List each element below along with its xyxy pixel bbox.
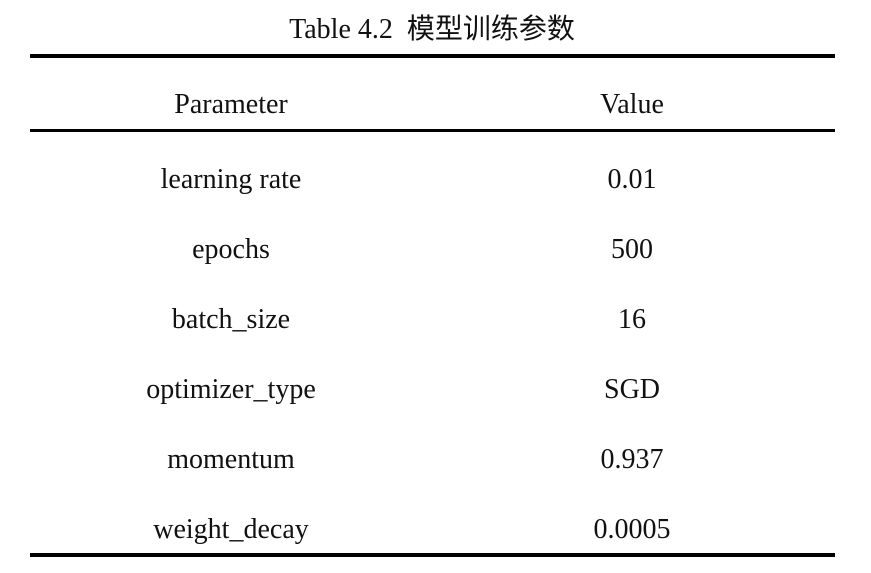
parameter-name: learning rate xyxy=(160,164,302,195)
parameter-name: batch_size xyxy=(171,304,291,335)
parameter-value: SGD xyxy=(603,374,661,405)
parameter-value: 500 xyxy=(611,234,653,265)
parameter-name: epochs xyxy=(192,234,270,265)
parameter-value: 0.0005 xyxy=(593,514,671,545)
header-rule xyxy=(30,129,835,132)
parameter-value: 16 xyxy=(618,304,646,335)
parameter-name: optimizer_type xyxy=(146,374,316,405)
bottom-rule xyxy=(30,553,835,557)
parameter-name: momentum xyxy=(167,444,295,475)
parameter-name: weight_decay xyxy=(153,514,309,545)
column-header: Parameter xyxy=(174,89,288,120)
top-rule xyxy=(30,54,835,58)
table-caption: Table 4.2 模型训练参数 xyxy=(289,14,575,45)
parameter-value: 0.01 xyxy=(607,164,657,195)
parameter-value: 0.937 xyxy=(600,444,664,475)
column-header: Value xyxy=(600,89,664,120)
